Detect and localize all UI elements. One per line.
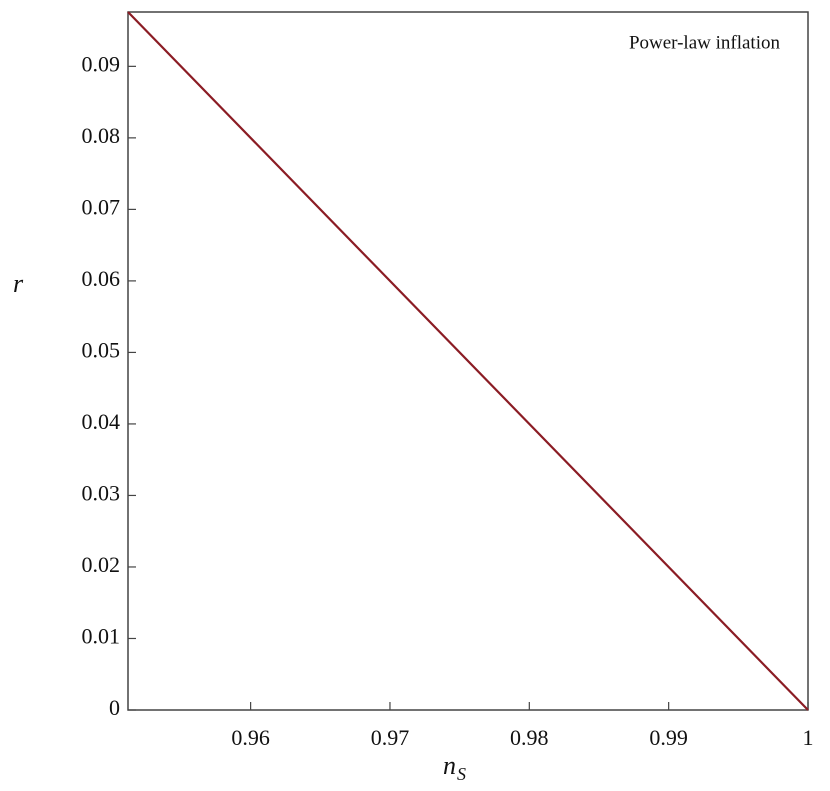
y-axis-label: r [13,269,24,298]
x-tick-label: 0.97 [371,725,410,750]
y-tick-label: 0 [109,695,120,720]
y-tick-label: 0.06 [82,266,121,291]
y-tick-label: 0.07 [82,194,121,219]
annotation: Power-law inflation [629,32,781,53]
x-axis-label-subscript: S [457,764,466,784]
y-tick-label: 0.01 [82,624,121,649]
y-tick-label: 0.08 [82,123,121,148]
data-line [127,11,809,711]
x-tick-label: 0.98 [510,725,549,750]
x-tick-label: 0.99 [649,725,688,750]
plot-frame [127,11,809,711]
y-tick-label: 0.04 [82,409,121,434]
y-tick-label: 0.05 [82,337,121,362]
y-tick-label: 0.02 [82,552,121,577]
x-tick-label: 1 [803,725,814,750]
x-axis-label: n [443,751,456,780]
y-tick-label: 0.03 [82,480,121,505]
y-tick-label: 0.09 [82,51,121,76]
x-tick-label: 0.96 [231,725,270,750]
